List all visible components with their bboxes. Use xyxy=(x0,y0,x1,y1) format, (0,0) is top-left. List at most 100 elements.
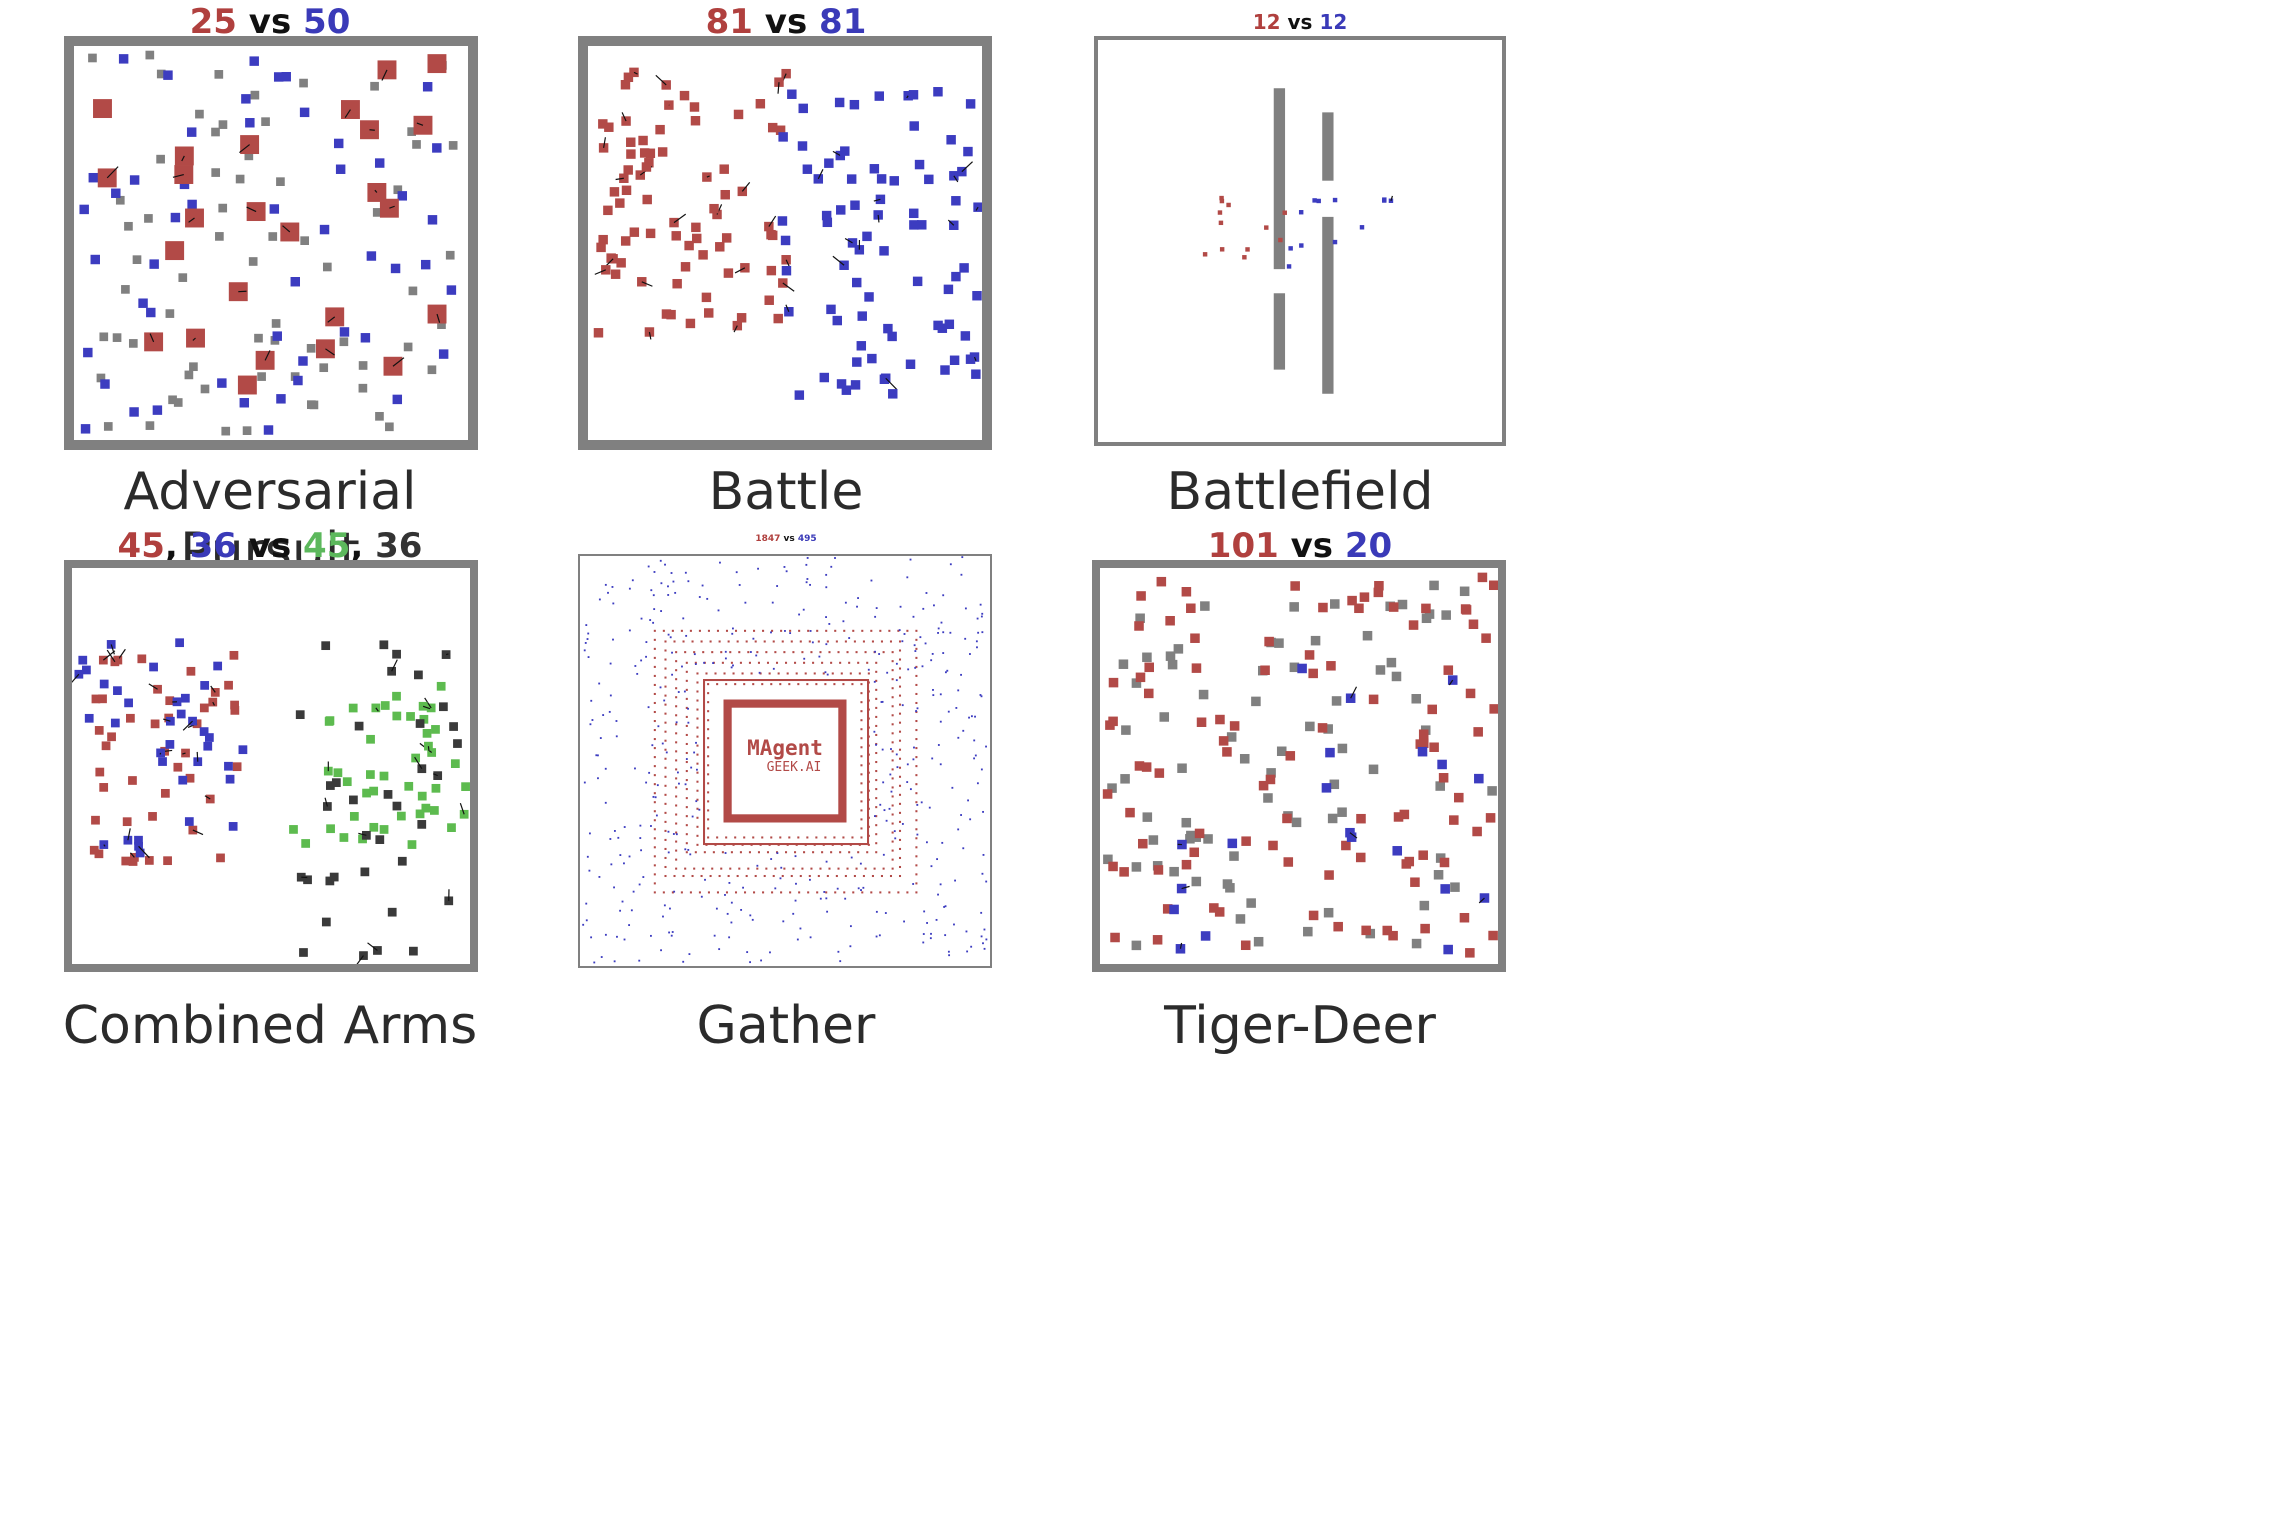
gatherer-agent xyxy=(645,641,648,643)
food-cell xyxy=(898,739,902,742)
food-cell xyxy=(898,811,902,814)
score-red: 101 xyxy=(1207,526,1279,566)
gatherer-agent xyxy=(940,621,943,624)
gatherer-agent xyxy=(671,931,674,933)
food-cell xyxy=(860,764,863,767)
game-board xyxy=(578,36,992,450)
red-agent xyxy=(661,80,671,90)
obstacle-cell xyxy=(408,286,418,296)
deer-agent xyxy=(1373,587,1384,598)
food-cell xyxy=(790,874,793,878)
deer-agent xyxy=(1214,907,1225,917)
food-cell xyxy=(898,766,902,769)
gatherer-agent xyxy=(749,914,752,917)
melee-agent xyxy=(369,822,379,832)
prey-agent xyxy=(392,394,403,405)
food-cell xyxy=(707,683,710,686)
deer-agent xyxy=(1181,586,1192,597)
deer-agent xyxy=(1102,789,1113,799)
deer-agent xyxy=(1418,729,1429,739)
food-cell xyxy=(860,728,863,731)
gatherer-agent xyxy=(650,589,653,592)
obstacle-cell xyxy=(1148,835,1159,845)
food-cell xyxy=(752,836,755,839)
food-cell xyxy=(685,661,688,664)
red-agent xyxy=(736,313,747,323)
gatherer-agent xyxy=(901,704,904,707)
melee-agent xyxy=(326,824,335,834)
food-cell xyxy=(685,742,688,746)
food-cell xyxy=(763,874,766,878)
gatherer-agent xyxy=(738,584,741,586)
gatherer-agent xyxy=(718,948,721,951)
food-wall xyxy=(703,843,867,846)
food-cell xyxy=(799,640,802,643)
score-vs: vs xyxy=(1287,10,1313,34)
food-cell xyxy=(653,665,656,668)
blue-agent xyxy=(847,238,858,248)
gatherer-agent xyxy=(585,902,588,905)
gatherer-agent xyxy=(880,701,883,703)
gatherer-agent xyxy=(613,960,616,963)
food-cell xyxy=(853,874,856,878)
deer-agent xyxy=(1108,861,1118,872)
ranged-agent xyxy=(224,761,233,771)
food-cell xyxy=(707,737,710,740)
food-cell xyxy=(662,629,665,632)
food-cell xyxy=(653,747,656,750)
food-cell xyxy=(709,874,712,878)
gatherer-agent xyxy=(912,758,915,761)
score-sep: , xyxy=(350,526,364,566)
deer-agent xyxy=(1108,677,1119,688)
attack-line xyxy=(196,751,199,762)
food-cell xyxy=(664,865,667,869)
gatherer-agent xyxy=(803,657,806,660)
melee-agent xyxy=(173,762,183,772)
food-cell xyxy=(664,847,667,850)
red-agent xyxy=(620,236,631,246)
obstacle-cell xyxy=(242,426,252,435)
deer-agent xyxy=(1488,930,1498,941)
gatherer-agent xyxy=(688,953,691,956)
predator-agent xyxy=(383,356,403,376)
food-cell xyxy=(696,681,699,684)
gatherer-agent xyxy=(789,632,792,635)
blue-agent xyxy=(889,176,899,186)
food-cell xyxy=(849,672,852,675)
attack-line xyxy=(172,173,184,178)
food-cell xyxy=(906,629,909,632)
attack-line xyxy=(264,350,271,361)
food-cell xyxy=(891,705,894,708)
deer-agent xyxy=(1191,663,1202,673)
food-cell xyxy=(891,858,894,861)
gatherer-agent xyxy=(728,881,731,884)
agents-layer xyxy=(1102,572,1498,958)
tiger-agent xyxy=(1227,838,1238,849)
gatherer-agent xyxy=(907,668,910,671)
red-agent xyxy=(626,137,636,147)
gatherer-agent xyxy=(583,649,586,652)
food-cell xyxy=(675,714,678,717)
food-cell xyxy=(685,842,688,845)
ranged-agent xyxy=(383,790,393,799)
gatherer-agent xyxy=(704,878,706,881)
food-cell xyxy=(891,651,894,654)
gatherer-agent xyxy=(796,938,799,941)
food-cell xyxy=(716,836,719,839)
gatherer-agent xyxy=(809,630,812,632)
melee-agent xyxy=(224,680,233,690)
food-cell xyxy=(898,703,902,706)
gatherer-agent xyxy=(906,781,909,783)
food-cell xyxy=(915,792,918,795)
gatherer-agent xyxy=(985,938,988,941)
food-cell xyxy=(774,651,777,654)
game-board xyxy=(64,560,478,972)
food-wall xyxy=(703,679,706,843)
gatherer-agent xyxy=(960,573,963,576)
score-blue: 495 xyxy=(797,534,817,544)
red-agent xyxy=(701,292,712,303)
ranged-agent xyxy=(200,681,210,690)
obstacle-cell xyxy=(393,185,403,195)
obstacle-cell xyxy=(1289,662,1300,673)
food-cell xyxy=(891,669,894,672)
